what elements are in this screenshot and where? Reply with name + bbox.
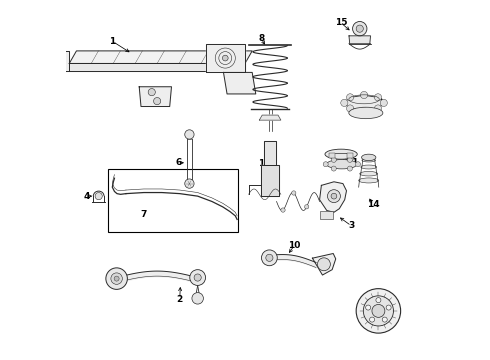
Ellipse shape (325, 149, 357, 159)
Text: 10: 10 (288, 241, 301, 250)
Circle shape (111, 273, 122, 284)
Circle shape (374, 94, 382, 101)
Ellipse shape (362, 154, 376, 161)
Text: 1: 1 (109, 37, 116, 46)
Circle shape (318, 258, 330, 271)
Polygon shape (261, 165, 279, 196)
Polygon shape (265, 141, 276, 165)
Circle shape (376, 298, 381, 303)
Circle shape (42, 52, 48, 58)
Circle shape (372, 305, 385, 318)
Circle shape (42, 60, 48, 66)
Circle shape (386, 305, 391, 310)
Polygon shape (49, 51, 69, 71)
Circle shape (347, 166, 352, 171)
Ellipse shape (361, 165, 377, 169)
Circle shape (190, 270, 205, 285)
Polygon shape (313, 253, 336, 275)
Circle shape (192, 293, 203, 304)
Circle shape (153, 98, 161, 105)
Circle shape (374, 105, 382, 112)
Circle shape (194, 274, 201, 281)
Bar (347, 153, 353, 158)
Ellipse shape (345, 96, 383, 110)
Circle shape (346, 105, 354, 112)
Polygon shape (223, 72, 256, 94)
Circle shape (292, 191, 296, 195)
Polygon shape (139, 87, 172, 107)
Circle shape (262, 250, 277, 266)
Text: 13: 13 (258, 159, 271, 168)
Circle shape (185, 130, 194, 139)
Polygon shape (69, 63, 245, 71)
Text: 15: 15 (335, 18, 347, 27)
Circle shape (331, 193, 337, 199)
Circle shape (266, 254, 273, 261)
Circle shape (106, 268, 127, 289)
Text: 7: 7 (141, 210, 147, 219)
Bar (320, 211, 333, 219)
Text: 12: 12 (371, 98, 384, 107)
Circle shape (331, 157, 336, 162)
Text: 4: 4 (83, 192, 90, 201)
Circle shape (356, 25, 364, 32)
Bar (108, 169, 238, 232)
Circle shape (185, 179, 194, 188)
Circle shape (341, 99, 348, 107)
Bar (329, 153, 335, 158)
Polygon shape (41, 53, 49, 67)
Circle shape (222, 55, 228, 61)
Circle shape (304, 204, 309, 209)
Polygon shape (69, 51, 252, 63)
Polygon shape (259, 115, 281, 120)
Text: 3: 3 (348, 221, 355, 230)
Polygon shape (319, 182, 346, 212)
Circle shape (95, 193, 102, 200)
Circle shape (331, 166, 336, 171)
Circle shape (369, 317, 374, 322)
Circle shape (281, 208, 285, 212)
Circle shape (361, 107, 368, 114)
Text: 8: 8 (258, 34, 264, 43)
Polygon shape (349, 36, 370, 44)
Circle shape (327, 190, 341, 203)
Ellipse shape (349, 107, 383, 119)
Circle shape (347, 157, 352, 162)
Text: 11: 11 (346, 158, 359, 167)
Circle shape (355, 162, 361, 167)
Circle shape (346, 94, 354, 101)
Polygon shape (205, 44, 245, 72)
Ellipse shape (326, 159, 357, 169)
Circle shape (380, 99, 388, 107)
Circle shape (148, 89, 155, 96)
Text: 6: 6 (175, 158, 182, 167)
Text: 9: 9 (371, 312, 378, 321)
Text: 2: 2 (176, 294, 183, 303)
Ellipse shape (362, 158, 375, 162)
Circle shape (356, 289, 401, 333)
Ellipse shape (360, 171, 378, 176)
Circle shape (366, 305, 370, 310)
Text: 14: 14 (367, 200, 380, 209)
Ellipse shape (359, 178, 379, 183)
Circle shape (114, 276, 119, 281)
Circle shape (382, 317, 387, 322)
Circle shape (353, 22, 367, 36)
Circle shape (323, 162, 328, 167)
Circle shape (361, 91, 368, 99)
Circle shape (364, 296, 393, 326)
